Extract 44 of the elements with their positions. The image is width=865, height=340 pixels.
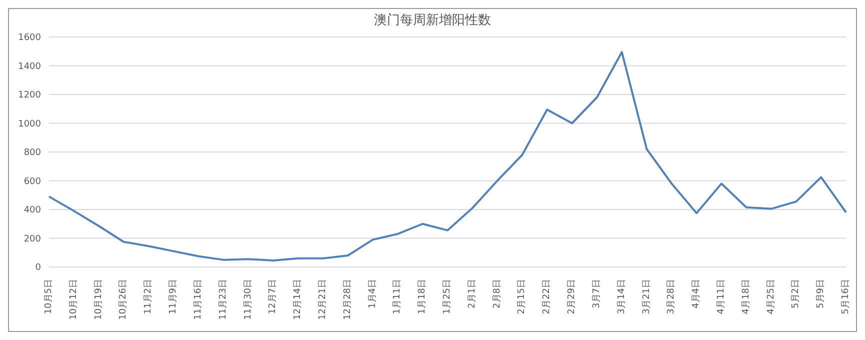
x-tick-label: 12月14日 (293, 279, 304, 320)
x-tick-label: 1月11日 (392, 279, 403, 314)
x-tick-label: 10月19日 (94, 279, 104, 320)
x-tick-label: 2月8日 (492, 279, 502, 308)
line-series (48, 51, 847, 262)
x-tick-label: 2月1日 (467, 279, 478, 308)
x-tick-label: 2月29日 (567, 279, 578, 314)
x-tick-label: 3月28日 (666, 279, 677, 314)
x-tick-label: 11月16日 (193, 279, 204, 320)
x-tick-label: 1月4日 (368, 279, 378, 308)
x-tick-label: 3月7日 (592, 279, 602, 308)
x-tick-label: 10月12日 (68, 279, 79, 320)
x-tick-label: 4月18日 (741, 279, 752, 314)
x-tick-label: 10月26日 (118, 279, 129, 320)
chart-title: 澳门每周新增阳性数 (373, 12, 492, 29)
x-tick-label: 11月9日 (168, 279, 179, 314)
x-tick-label: 1月25日 (442, 279, 452, 314)
y-tick-label: 800 (24, 148, 42, 158)
y-tick-label: 1000 (18, 119, 42, 130)
x-tick-label: 11月23日 (218, 279, 228, 320)
y-tick-label: 1600 (18, 33, 42, 44)
x-tick-label: 11月2日 (144, 279, 154, 314)
y-tick-label: 0 (35, 263, 42, 274)
x-tick-label: 2月15日 (517, 279, 528, 314)
x-tick-label: 5月9日 (816, 279, 826, 308)
y-tick-label: 1200 (18, 90, 42, 101)
y-tick-label: 1400 (18, 62, 42, 72)
x-tick-label: 11月30日 (243, 279, 254, 320)
x-tick-label: 3月14日 (616, 279, 627, 314)
x-tick-label: 1月18日 (418, 279, 428, 314)
x-tick-label: 12月7日 (268, 279, 278, 314)
y-tick-label: 600 (24, 176, 42, 187)
x-tick-label: 4月25日 (766, 279, 776, 314)
x-tick-label: 12月21日 (318, 279, 328, 320)
x-tick-label: 5月16日 (841, 279, 851, 314)
y-tick-label: 400 (24, 206, 42, 216)
x-tick-label: 2月22日 (542, 279, 552, 314)
x-tick-label: 4月11日 (716, 279, 726, 314)
x-tick-label: 12月28日 (342, 279, 353, 320)
x-tick-label: 4月4日 (692, 279, 702, 308)
x-tick-label: 3月21日 (642, 279, 652, 314)
x-tick-label: 5月2日 (791, 279, 802, 308)
y-tick-label: 200 (24, 234, 42, 244)
x-tick-label: 10月5日 (44, 279, 54, 314)
